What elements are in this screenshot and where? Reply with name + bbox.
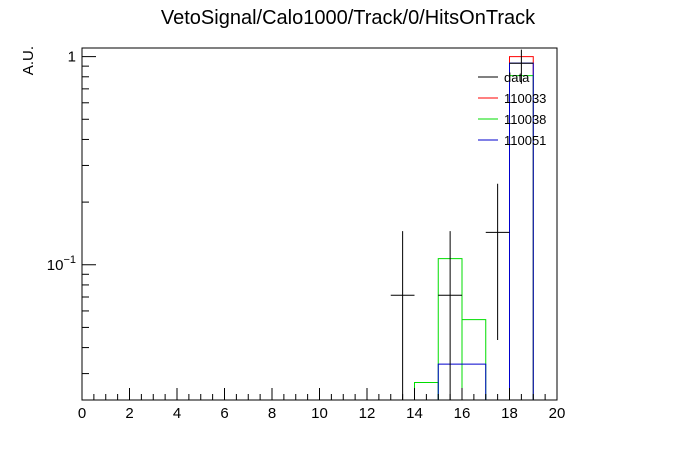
chart-title: VetoSignal/Calo1000/Track/0/HitsOnTrack bbox=[161, 7, 536, 29]
x-tick-label: 0 bbox=[78, 405, 86, 422]
y-tick-label: 10−1 bbox=[47, 254, 76, 274]
legend-label: 110038 bbox=[504, 112, 546, 127]
histogram-bin-110033-0 bbox=[509, 56, 534, 400]
legend-entry-110033: 110033 bbox=[478, 91, 546, 106]
y-tick-label: 1 bbox=[68, 49, 76, 66]
x-tick-label: 10 bbox=[311, 405, 328, 422]
series-data bbox=[390, 49, 534, 400]
legend-label: 110051 bbox=[504, 133, 546, 148]
x-tick-label: 16 bbox=[454, 405, 471, 422]
histogram-bin-110038-2 bbox=[461, 319, 487, 400]
legend-label: 110033 bbox=[504, 91, 546, 106]
x-tick-label: 14 bbox=[406, 405, 423, 422]
legend-entry-data: data bbox=[478, 70, 530, 85]
x-tick-label: 12 bbox=[359, 405, 376, 422]
x-tick-label: 4 bbox=[173, 405, 181, 422]
data-point-1 bbox=[438, 231, 462, 400]
legend-entry-110038: 110038 bbox=[478, 112, 546, 127]
legend: data 110033 110038 110051 bbox=[478, 70, 546, 148]
x-tick-label: 2 bbox=[125, 405, 133, 422]
data-point-0 bbox=[390, 231, 415, 400]
x-tick-label: 18 bbox=[501, 405, 518, 422]
legend-entry-110051: 110051 bbox=[478, 133, 546, 148]
x-tick-label: 6 bbox=[220, 405, 228, 422]
x-tick-label: 20 bbox=[549, 405, 566, 422]
series-layer bbox=[390, 49, 534, 400]
data-point-2 bbox=[485, 183, 510, 341]
legend-label: data bbox=[504, 70, 530, 85]
y-axis-label: A.U. bbox=[20, 46, 37, 75]
data-point-3 bbox=[509, 49, 534, 84]
histogram-bin-110051-0 bbox=[437, 363, 487, 400]
x-tick-label: 8 bbox=[268, 405, 276, 422]
axes: 0 2 4 6 8 10 12 14 16 18 20 1 10−1 bbox=[47, 49, 566, 422]
series-110033 bbox=[509, 56, 534, 400]
